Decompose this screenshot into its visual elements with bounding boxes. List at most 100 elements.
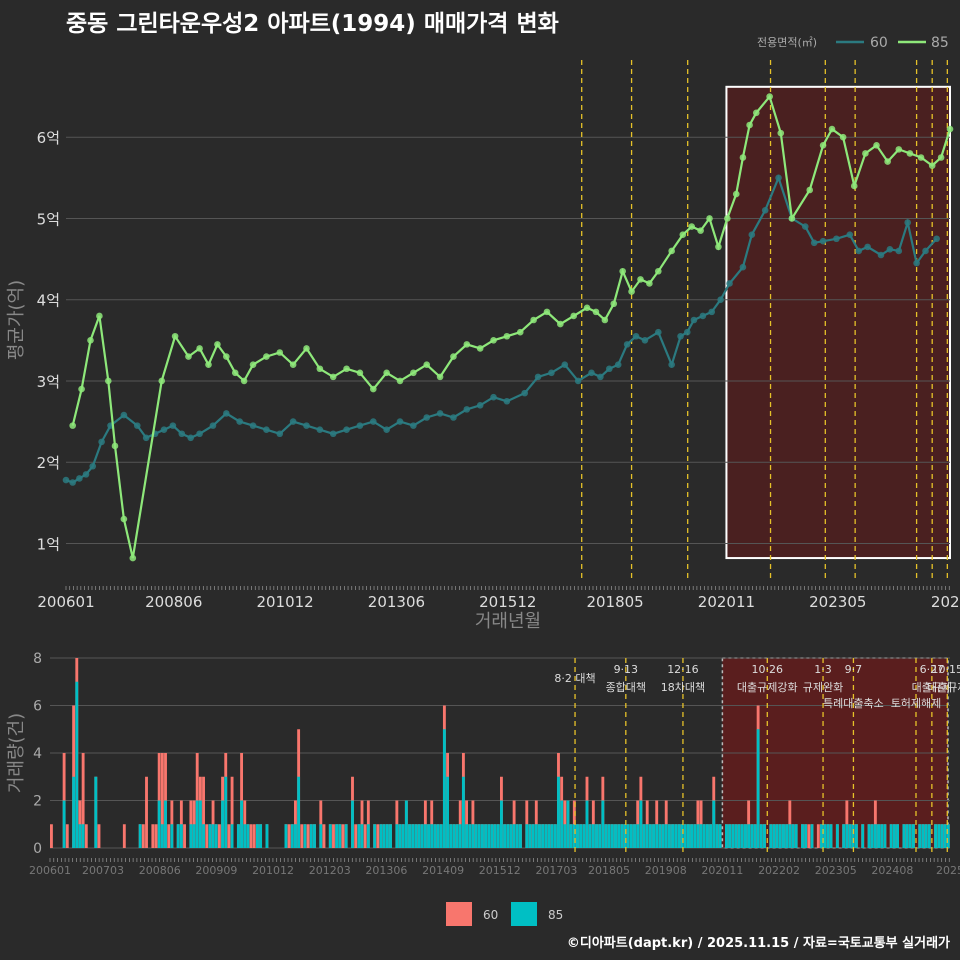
bar-85 (313, 824, 316, 848)
bar-85 (845, 824, 849, 848)
data-point-60 (933, 235, 940, 243)
data-point-60 (196, 430, 203, 438)
bar-85 (620, 824, 624, 848)
bar-85 (728, 824, 732, 848)
data-point-60 (748, 231, 756, 238)
bar-85 (911, 824, 915, 848)
bar-85 (667, 824, 671, 848)
data-point-85 (263, 353, 270, 360)
highlight-box (725, 85, 951, 560)
bar-85 (829, 824, 833, 848)
policy-text-label: 특례대출축소 (823, 697, 884, 710)
data-point-60 (904, 219, 911, 226)
bar-60 (341, 824, 345, 848)
bar-85 (351, 800, 354, 848)
data-point-60 (574, 377, 582, 385)
data-point-60 (263, 426, 270, 433)
footer-credit: ©디아파트(dapt.kr) / 2025.11.15 / 자료=국토교통부 실… (566, 936, 950, 951)
policy-text-label: 대출규제 (927, 681, 960, 694)
data-point-60 (187, 434, 194, 442)
bar-85 (398, 824, 402, 848)
data-point-85 (276, 349, 284, 356)
bar-85 (671, 824, 674, 848)
bar-legend-swatch-60 (446, 902, 472, 926)
bar-85 (357, 824, 361, 848)
data-point-85 (410, 369, 417, 377)
bar-85 (579, 824, 583, 848)
bar-x-tick-label: 201512 (479, 864, 521, 877)
data-point-85 (450, 353, 457, 360)
data-point-85 (570, 312, 577, 320)
data-point-60 (641, 337, 649, 344)
data-point-85 (655, 267, 662, 275)
bar-85 (712, 800, 716, 848)
bar-60 (160, 753, 164, 848)
bar-85 (810, 824, 814, 848)
bar-85 (927, 824, 931, 848)
data-point-85 (873, 142, 880, 149)
bar-x-tick-label: 201012 (252, 864, 294, 877)
bar-x-tick-label: 201409 (422, 864, 464, 877)
data-point-85 (196, 345, 203, 352)
bar-85 (525, 824, 529, 848)
data-point-85 (679, 231, 687, 238)
bar-85 (490, 824, 494, 848)
bar-85 (686, 824, 690, 848)
bar-85 (572, 824, 576, 848)
bar-x-tick-label: 202305 (815, 864, 857, 877)
bar-60 (332, 824, 335, 848)
data-point-60 (855, 247, 863, 255)
data-point-85 (87, 337, 94, 344)
bar-85 (791, 824, 795, 848)
data-point-85 (120, 515, 128, 523)
bar-60 (183, 824, 186, 848)
data-point-85 (592, 308, 600, 316)
data-point-60 (82, 471, 90, 478)
bar-60 (354, 824, 358, 848)
bar-85 (753, 824, 757, 848)
data-point-85 (530, 316, 537, 324)
bar-85 (636, 824, 640, 848)
bar-85 (883, 824, 887, 848)
bar-85 (493, 824, 497, 848)
data-point-60 (76, 475, 83, 482)
data-point-85 (895, 146, 903, 153)
bar-85 (404, 800, 408, 848)
bar-85 (420, 824, 424, 848)
data-point-85 (205, 361, 212, 368)
data-point-60 (463, 406, 471, 413)
bar-85 (658, 824, 662, 848)
data-point-85 (946, 125, 954, 133)
data-point-85 (158, 377, 166, 385)
data-point-85 (214, 341, 221, 348)
data-point-60 (142, 434, 150, 442)
bar-85 (924, 824, 928, 848)
bar-85 (468, 824, 472, 848)
bar-85 (788, 824, 792, 848)
data-point-85 (240, 377, 248, 385)
bar-85 (633, 824, 636, 848)
bar-85 (557, 776, 560, 848)
bar-60 (306, 824, 310, 848)
data-point-85 (806, 186, 814, 194)
bar-85 (610, 824, 614, 848)
data-point-85 (96, 312, 103, 320)
bar-85 (664, 824, 668, 848)
data-point-85 (937, 154, 945, 161)
data-point-85 (928, 162, 936, 169)
bar-85 (943, 824, 947, 848)
data-point-85 (105, 377, 112, 385)
bar-85 (747, 824, 751, 848)
bar-x-tick-label: 201203 (309, 864, 351, 877)
bar-85 (442, 729, 446, 848)
data-point-85 (906, 150, 914, 157)
bar-y-axis-title: 거래량(건) (6, 713, 27, 793)
data-point-85 (516, 328, 524, 336)
bar-85 (192, 824, 196, 848)
bar-85 (531, 824, 535, 848)
data-point-85 (884, 158, 891, 165)
bar-85 (908, 824, 912, 848)
bar-85 (778, 824, 782, 848)
data-point-85 (819, 142, 827, 149)
bar-85 (801, 824, 804, 848)
